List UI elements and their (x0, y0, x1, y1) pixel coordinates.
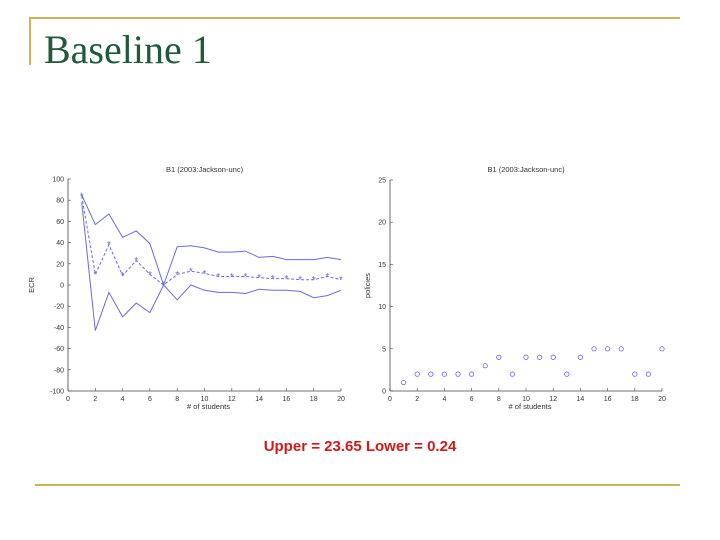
ecr-y-tick-label: 40 (56, 240, 64, 247)
bottom-rule (35, 484, 680, 486)
ecr-x-tick-label: 6 (148, 396, 152, 403)
ecr-mean-marker: * (107, 240, 111, 251)
top-rule-horizontal (30, 17, 680, 19)
policies-chart: 25 20 15 10 5 00 2 4 6 8 10 12 14 16 18 20 # of students… (363, 165, 666, 411)
policies-point (496, 354, 502, 360)
policies-x-tick-label: 2 (415, 396, 419, 403)
ecr-x-tick-label: 12 (228, 396, 236, 403)
ecr-x-tick-label: 4 (121, 396, 125, 403)
ecr-y-tick-label: -60 (54, 346, 64, 353)
policies-x-axis-label: # of students (509, 402, 552, 411)
policies-point (455, 371, 461, 377)
policies-point (577, 354, 584, 360)
ecr-y-tick-label: 0 (60, 283, 64, 290)
ecr-x-axis-label: # of students (187, 402, 230, 411)
ecr-mean-marker: * (325, 272, 329, 283)
ecr-mean-marker: * (134, 256, 138, 267)
ecr-x-tick-label: 14 (255, 396, 263, 403)
ecr-mean-marker: * (243, 272, 247, 283)
policies-x-tick-label: 18 (631, 396, 639, 403)
policies-x-tick-label: 6 (470, 396, 474, 403)
ecr-mean-marker: * (121, 271, 125, 282)
policies-point (536, 354, 543, 360)
policies-point (564, 371, 570, 377)
policies-point (428, 371, 434, 377)
policies-point (414, 371, 420, 377)
ecr-x-tick-label: 16 (283, 396, 291, 403)
policies-point (618, 346, 624, 352)
policies-point (509, 371, 516, 377)
ecr-mean-marker: * (284, 274, 288, 285)
policies-x-tick-label: 14 (577, 396, 585, 403)
policies-point (645, 371, 652, 377)
policies-y-tick-label: 5 (382, 346, 386, 353)
ecr-mean-marker: * (80, 191, 84, 202)
ecr-lower-line (81, 202, 342, 331)
policies-y-tick-label: 10 (378, 304, 386, 311)
ecr-mean-marker: * (203, 269, 207, 280)
ecr-chart-title: B1 (2003:Jackson-unc) (166, 165, 244, 174)
ecr-x-tick-label: 20 (337, 396, 345, 403)
ecr-y-tick-label: -40 (54, 325, 64, 332)
ecr-mean-marker: * (298, 275, 302, 286)
ecr-mean-marker: * (148, 270, 152, 281)
ecr-mean-marker: * (189, 267, 193, 278)
ecr-mean-marker: * (230, 272, 234, 283)
policies-x-tick-label: 10 (522, 396, 530, 403)
ecr-x-tick-label: 2 (93, 396, 97, 403)
policies-x-tick-label: 4 (442, 396, 446, 403)
ecr-mean-marker: * (312, 275, 316, 286)
policies-y-tick-label: 20 (378, 220, 386, 227)
policies-point (591, 346, 597, 352)
ecr-mean-marker: * (93, 270, 97, 281)
ecr-mean-marker: * (216, 272, 220, 283)
ecr-x-tick-label: 10 (201, 396, 209, 403)
top-rule-vertical (29, 17, 31, 65)
ecr-y-tick-label: 100 (52, 177, 64, 184)
policies-point (482, 363, 488, 369)
policies-y-tick-label: 25 (378, 178, 386, 185)
ecr-mean-marker: * (271, 274, 275, 285)
ecr-x-tick-label: 0 (66, 396, 70, 403)
policies-x-tick-label: 0 (388, 396, 392, 403)
slide-title: Baseline 1 (44, 27, 212, 72)
ecr-mean-marker: * (175, 270, 179, 281)
policies-y-tick-label: 15 (378, 262, 386, 269)
ecr-y-tick-label: -80 (54, 367, 64, 374)
policies-point (400, 379, 407, 386)
ecr-x-tick-label: 18 (310, 396, 318, 403)
policies-y-axis-label: policies (363, 273, 372, 298)
ecr-y-tick-label: -100 (50, 389, 64, 396)
policies-chart-title: B1 (2003:Jackson-unc) (487, 165, 565, 174)
policies-point (523, 354, 529, 360)
policies-point (550, 354, 556, 360)
policies-x-tick-label: 8 (497, 396, 501, 403)
ecr-mean-marker: * (257, 273, 261, 284)
ecr-y-tick-label: 80 (56, 198, 64, 205)
policies-point (468, 371, 475, 377)
ecr-mean-line (81, 195, 342, 286)
ecr-y-tick-label: 20 (56, 261, 64, 268)
policies-point (632, 371, 638, 377)
policies-point (604, 346, 611, 352)
ecr-upper-line (81, 194, 342, 287)
policies-x-tick-label: 16 (604, 396, 612, 403)
bounds-caption: Upper = 23.65 Lower = 0.24 (263, 438, 457, 455)
ecr-y-axis-label: ECR (27, 277, 36, 293)
ecr-y-tick-label: -20 (54, 304, 64, 311)
ecr-y-tick-label: 60 (56, 219, 64, 226)
policies-x-tick-label: 12 (549, 396, 557, 403)
ecr-mean-marker: * (339, 275, 343, 286)
policies-point (441, 371, 447, 377)
policies-x-tick-label: 20 (658, 396, 666, 403)
policies-point (659, 346, 665, 352)
policies-y-tick-label: 0 (382, 389, 386, 396)
ecr-x-tick-label: 8 (175, 396, 179, 403)
